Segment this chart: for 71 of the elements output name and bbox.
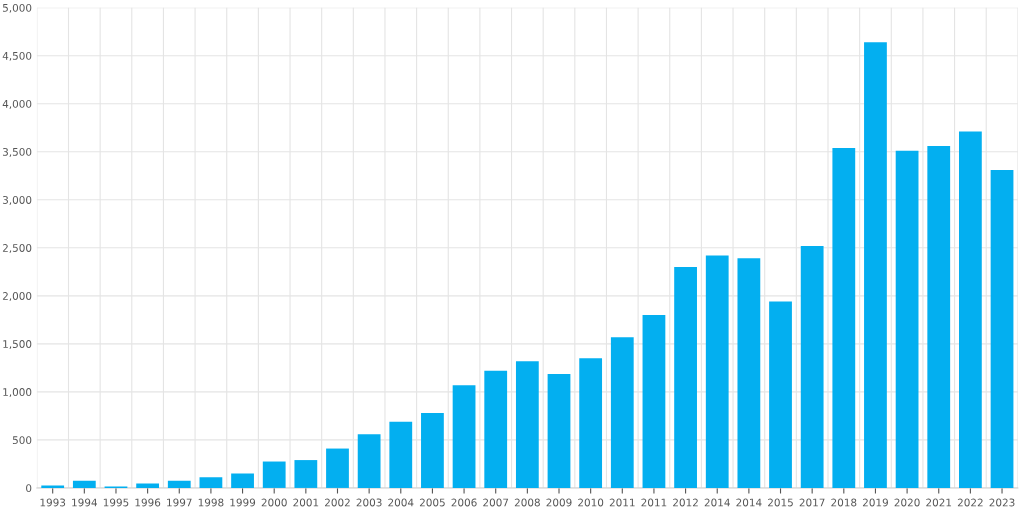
x-tick-label: 1994 [72,498,97,507]
y-tick-label: 2,500 [2,244,32,253]
x-tick-label: 2000 [261,498,287,507]
x-tick-label: 1999 [230,498,256,507]
x-tick-label: 2012 [673,498,698,507]
y-tick-label: 4,000 [2,99,32,109]
y-tick-label: 5,000 [2,3,32,13]
bar [927,145,951,488]
x-tick-label: 2002 [325,498,350,507]
bar [610,337,634,488]
y-tick-label: 1,500 [3,340,32,350]
bar [737,258,761,488]
x-tick-label: 2019 [862,498,888,507]
bar [136,483,160,488]
bar [231,473,254,488]
x-tick-label: 2003 [356,498,382,507]
bar [990,170,1014,488]
bar [421,413,444,488]
bar [262,461,286,488]
bar [579,358,603,488]
x-tick-label: 2008 [514,498,540,507]
x-tick-label: 1998 [198,498,224,507]
bar [705,255,729,488]
bar [674,267,697,488]
bar [642,315,666,488]
x-tick-label: 2022 [957,498,983,507]
bar [547,374,571,488]
bar [769,301,792,488]
x-tick-label: 2004 [388,498,414,507]
bar [800,245,824,488]
x-tick-label: 2010 [578,498,604,507]
x-tick-label: 2011 [609,498,635,507]
x-tick-label: 1993 [40,498,66,507]
y-tick-label: 2,000 [2,292,32,301]
x-tick-label: 1997 [167,498,192,507]
y-tick-label: 500 [12,436,32,445]
x-tick-label: 2014 [704,498,730,507]
bar [959,131,982,488]
x-tick-label: 2015 [768,498,793,507]
y-tick-label: 3,500 [2,147,32,157]
bar [199,477,223,488]
x-tick-label: 2020 [894,498,920,507]
y-tick-label: 4,500 [2,51,32,61]
y-tick-label: 3,000 [2,196,32,205]
bar [167,480,191,488]
x-tick-label: 2018 [831,498,857,507]
x-tick-label: 2005 [419,498,445,507]
x-tick-label: 2011 [641,498,667,507]
x-tick-label: 2023 [989,498,1015,507]
bar [484,370,508,488]
x-tick-label: 2001 [293,498,319,507]
x-tick-label: 2007 [483,498,509,507]
x-tick-label: 2021 [926,498,952,507]
x-tick-label: 1995 [103,498,129,507]
bar [72,480,96,488]
x-tick-label: 2009 [546,498,572,507]
bar [452,385,476,488]
x-tick-label: 2014 [736,498,762,507]
x-tick-label: 1996 [135,498,161,507]
x-tick-label: 2006 [451,498,477,507]
bar [389,421,413,488]
bar [294,460,318,488]
y-tick-label: 1,000 [3,388,32,398]
x-tick-label: 2017 [799,498,825,507]
bar [832,147,856,488]
bar [357,434,381,488]
bar [326,448,349,488]
bar [895,150,919,488]
y-tick-label: 0 [26,484,32,493]
bar [515,361,539,488]
bar [864,42,887,488]
